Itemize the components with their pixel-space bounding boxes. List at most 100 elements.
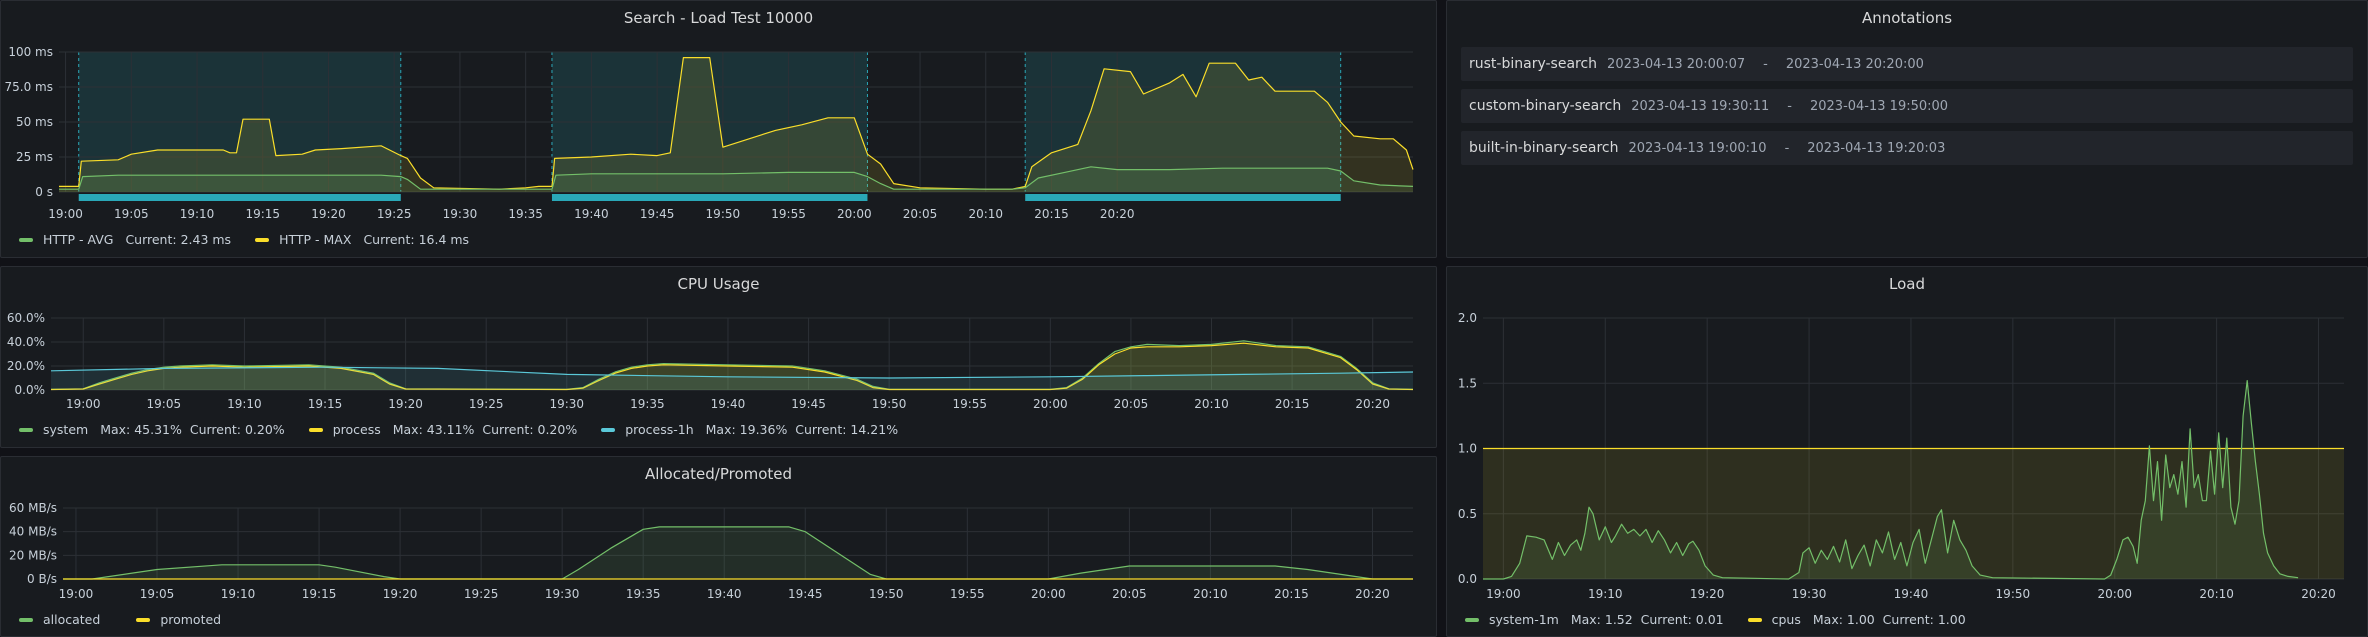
series-area-http---avg — [59, 166, 1413, 192]
x-tick-label: 19:35 — [630, 397, 665, 411]
x-tick-label: 19:30 — [443, 207, 478, 221]
legend-http-avg-stat: Current: 2.43 ms — [125, 232, 232, 247]
y-tick-label: 2.0 — [1458, 311, 1477, 325]
x-tick-label: 20:10 — [968, 207, 1003, 221]
x-tick-label: 19:25 — [469, 397, 504, 411]
x-tick-label: 19:10 — [221, 587, 256, 601]
panel-title: Search - Load Test 10000 — [623, 9, 814, 27]
panel-title: CPU Usage — [677, 275, 760, 293]
x-tick-label: 19:10 — [227, 397, 262, 411]
x-tick-label: 19:25 — [464, 587, 499, 601]
x-tick-label: 19:00 — [1486, 587, 1521, 601]
legend-http-max-stat: Current: 16.4 ms — [363, 232, 470, 247]
annotation-separator: - — [1763, 56, 1768, 72]
x-tick-label: 20:10 — [2199, 587, 2234, 601]
annotation-title: rust-binary-search — [1469, 56, 1598, 72]
legend-swatch-yellow — [308, 427, 323, 432]
search-chart[interactable]: 0 s 25 ms 50 ms 75.0 ms 100 ms 19:00 19:05 19:1… — [1, 1, 1437, 258]
y-tick-label: 0 s — [35, 185, 53, 199]
panel-title: Allocated/Promoted — [644, 465, 793, 483]
series-line-system-1m — [1483, 380, 2299, 580]
annotation-region-bar — [78, 194, 401, 201]
y-tick-label: 20.0% — [7, 359, 45, 373]
x-tick-label: 19:25 — [377, 207, 412, 221]
alloc-panel: Allocated/Promoted 0 B/s 20 MB/s 40 MB/s 60… — [0, 456, 1437, 637]
legend-system[interactable]: system — [43, 422, 89, 437]
legend-promoted[interactable]: promoted — [160, 612, 222, 627]
x-tick-label: 19:00 — [59, 587, 94, 601]
annotation-region-bar — [1025, 194, 1341, 201]
y-tick-label: 25 ms — [16, 150, 53, 164]
x-tick-label: 19:15 — [308, 397, 343, 411]
x-tick-label: 20:05 — [903, 207, 938, 221]
x-tick-label: 20:20 — [2301, 587, 2336, 601]
series-line-http---max — [59, 57, 1414, 190]
alloc-legend: allocated promoted — [19, 612, 257, 627]
legend-process[interactable]: process — [332, 422, 381, 437]
legend-http-avg[interactable]: HTTP - AVG — [43, 232, 114, 247]
x-tick-label: 19:15 — [302, 587, 337, 601]
legend-swatch-yellow — [255, 237, 270, 242]
series-line-process — [50, 342, 1414, 391]
x-tick-label: 19:50 — [706, 207, 741, 221]
x-tick-label: 19:20 — [1690, 587, 1725, 601]
annotation-title: custom-binary-search — [1469, 98, 1622, 114]
panel-title: Load — [1889, 275, 1925, 293]
x-tick-label: 20:20 — [1355, 397, 1390, 411]
x-tick-label: 19:50 — [1996, 587, 2031, 601]
x-tick-label: 20:15 — [1274, 587, 1309, 601]
cpu-panel: CPU Usage 0.0% 20.0% 40.0% 60.0% 19:00 19:05 1… — [0, 266, 1437, 448]
x-tick-label: 19:20 — [383, 587, 418, 601]
panel-title: Annotations — [1861, 9, 1953, 27]
y-tick-label: 40 MB/s — [9, 525, 57, 539]
annotation-separator: - — [1784, 140, 1790, 156]
x-tick-label: 19:00 — [48, 207, 83, 221]
annotation-end: 2023-04-13 19:20:03 — [1807, 140, 1946, 156]
search-legend: HTTP - AVG Current: 2.43 ms HTTP - MAX C… — [19, 232, 493, 247]
y-tick-label: 75.0 ms — [5, 80, 53, 94]
legend-system-1m[interactable]: system-1m — [1489, 612, 1559, 627]
y-tick-label: 1.0 — [1458, 442, 1477, 456]
x-tick-label: 19:55 — [771, 207, 806, 221]
alloc-chart[interactable]: 0 B/s 20 MB/s 40 MB/s 60 MB/s 19:00 19:05 19:1… — [1, 457, 1437, 637]
series-area-allocated — [63, 526, 1413, 579]
annotation-region-bar — [551, 194, 868, 201]
legend-allocated[interactable]: allocated — [43, 612, 101, 627]
x-tick-label: 19:30 — [549, 397, 584, 411]
annotation-start: 2023-04-13 19:30:11 — [1631, 98, 1770, 114]
x-tick-label: 20:10 — [1194, 397, 1229, 411]
x-tick-label: 20:00 — [1033, 397, 1068, 411]
annotation-row[interactable]: built-in-binary-search 2023-04-13 19:00:… — [1461, 131, 2353, 165]
x-tick-label: 19:15 — [245, 207, 280, 221]
annotation-start: 2023-04-13 19:00:10 — [1628, 140, 1767, 156]
x-tick-label: 20:00 — [2097, 587, 2132, 601]
x-tick-label: 20:20 — [1355, 587, 1390, 601]
x-tick-label: 19:45 — [640, 207, 675, 221]
legend-process-1h[interactable]: process-1h — [625, 422, 694, 437]
y-tick-label: 20 MB/s — [9, 548, 57, 562]
legend-swatch-green — [19, 617, 33, 622]
y-tick-label: 40.0% — [7, 335, 45, 349]
annotation-row[interactable]: custom-binary-search 2023-04-13 19:30:11… — [1461, 89, 2353, 123]
cpu-chart[interactable]: 0.0% 20.0% 40.0% 60.0% 19:00 19:05 19:10 19:15 1… — [1, 267, 1437, 448]
x-tick-label: 19:50 — [869, 587, 904, 601]
legend-http-max[interactable]: HTTP - MAX — [279, 232, 352, 247]
series-line-system — [50, 340, 1414, 390]
legend-swatch-cyan — [601, 427, 616, 432]
x-tick-label: 19:40 — [711, 397, 746, 411]
annotation-row[interactable]: rust-binary-search 2023-04-13 20:00:07 -… — [1461, 47, 2353, 81]
legend-cpus[interactable]: cpus — [1771, 612, 1801, 627]
x-tick-label: 19:45 — [791, 397, 826, 411]
annotations-panel: Annotations rust-binary-search 2023-04-1… — [1446, 0, 2368, 258]
annotation-title: built-in-binary-search — [1469, 140, 1619, 156]
x-tick-label: 20:20 — [1100, 207, 1135, 221]
series-area-http---max — [59, 57, 1413, 192]
y-tick-label: 0.0% — [15, 383, 46, 397]
legend-swatch-green — [19, 427, 33, 432]
x-tick-label: 20:05 — [1112, 587, 1147, 601]
x-tick-label: 19:20 — [388, 397, 423, 411]
load-chart[interactable]: 0.0 0.5 1.0 1.5 2.0 19:00 19:10 19:20 19:30 19:40… — [1447, 267, 2368, 637]
legend-system-stat: Max: 45.31% Current: 0.20% — [100, 422, 285, 437]
x-tick-label: 19:35 — [508, 207, 543, 221]
x-tick-label: 19:45 — [788, 587, 823, 601]
